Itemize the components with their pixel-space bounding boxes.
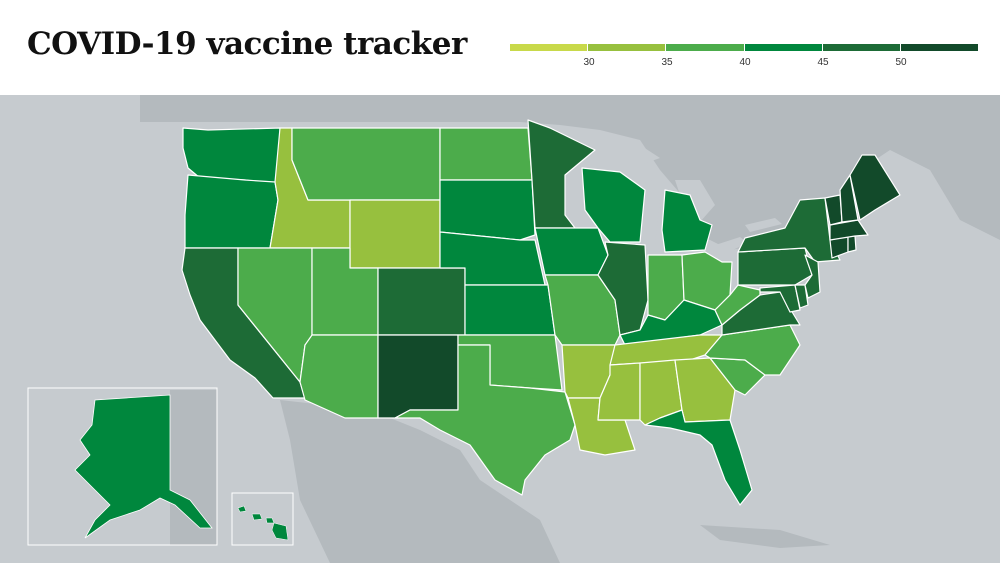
- state-michigan[interactable]: [661, 189, 713, 253]
- cuba-land: [700, 525, 830, 548]
- lake-ontario: [745, 218, 782, 232]
- state-oregon[interactable]: [184, 174, 279, 249]
- mexico-land: [280, 400, 560, 563]
- legend-swatch: [588, 44, 666, 51]
- state-iowa[interactable]: [534, 227, 609, 276]
- page-title: COVID-19 vaccine tracker: [27, 26, 467, 62]
- legend-swatch: [510, 44, 588, 51]
- state-alaska[interactable]: [74, 394, 213, 539]
- states-layer: [181, 119, 901, 506]
- state-minnesota[interactable]: [527, 119, 596, 229]
- state-new-jersey[interactable]: [804, 254, 821, 299]
- state-florida[interactable]: [644, 409, 753, 506]
- state-south-dakota[interactable]: [439, 179, 536, 241]
- legend-tick-label: 30: [583, 57, 595, 68]
- state-new-hampshire[interactable]: [839, 174, 859, 223]
- lake-erie: [700, 237, 748, 258]
- legend-tick-label: 50: [895, 57, 907, 68]
- hawaii-inset-frame: [231, 492, 294, 546]
- legend-tick-label: 45: [817, 57, 829, 68]
- color-legend: 30 35 40 45 50: [510, 44, 979, 70]
- state-rhode-island[interactable]: [847, 235, 857, 253]
- state-kansas[interactable]: [464, 284, 556, 336]
- state-pennsylvania[interactable]: [737, 247, 813, 286]
- canada-land: [140, 95, 1000, 250]
- header: COVID-19 vaccine tracker 30 35 40 45 50: [0, 0, 1000, 95]
- legend-tick-label: 35: [661, 57, 673, 68]
- alaska-inset-frame: [27, 387, 218, 546]
- lake-huron: [675, 180, 715, 222]
- map-area: [0, 95, 1000, 563]
- state-wisconsin[interactable]: [581, 167, 646, 243]
- state-hawaii[interactable]: [237, 505, 289, 541]
- legend-swatch: [822, 44, 900, 51]
- state-montana[interactable]: [291, 127, 441, 201]
- legend-bar: [510, 44, 979, 51]
- state-maine[interactable]: [849, 154, 901, 221]
- us-map: [27, 95, 1000, 563]
- legend-swatch: [900, 44, 979, 51]
- hawaii-inset: [231, 492, 294, 546]
- state-wyoming[interactable]: [349, 199, 441, 269]
- state-new-mexico[interactable]: [377, 334, 459, 419]
- lake-superior: [560, 145, 660, 175]
- legend-swatch: [744, 44, 822, 51]
- alaska-inset: [27, 387, 218, 546]
- legend-swatch: [666, 44, 744, 51]
- state-delaware[interactable]: [794, 284, 809, 309]
- state-texas[interactable]: [394, 344, 576, 496]
- legend-tick-label: 40: [739, 57, 751, 68]
- state-colorado[interactable]: [377, 267, 466, 336]
- state-north-dakota[interactable]: [439, 127, 533, 181]
